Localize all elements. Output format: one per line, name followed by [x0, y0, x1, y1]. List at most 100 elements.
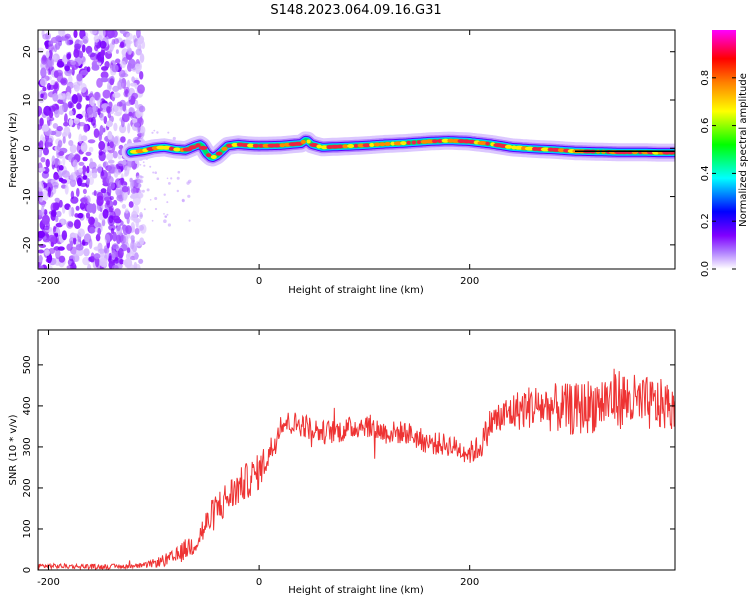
ridge-peak [347, 144, 355, 148]
noise-blob [80, 70, 89, 76]
noise-blob [119, 60, 126, 69]
noise-dot [164, 215, 167, 218]
colorbar-tick-label: 0.2 [700, 213, 711, 229]
noise-blob [102, 208, 109, 219]
spectrogram-ticks: -200 0 200 -20 -10 0 10 20 [22, 30, 675, 287]
noise-blob [103, 116, 108, 124]
noise-dot [177, 170, 181, 174]
noise-blob [43, 147, 49, 156]
noise-dot [154, 171, 157, 174]
noise-blob [83, 248, 90, 257]
noise-blob [106, 30, 115, 39]
x-tick-label: -200 [37, 577, 60, 588]
noise-dot [172, 136, 176, 141]
ridge-peak [441, 138, 450, 143]
noise-blob [72, 159, 78, 169]
noise-blob [76, 102, 82, 110]
noise-blob [73, 30, 78, 38]
noise-dot [151, 131, 154, 134]
noise-blob [134, 252, 139, 260]
noise-blob [53, 174, 60, 180]
noise-dot [156, 177, 160, 180]
noise-blob [51, 103, 60, 111]
ridge-peak [463, 139, 470, 144]
noise-blob [60, 77, 68, 86]
noise-dot [141, 189, 145, 193]
colorbar-ticks: 0.0 0.2 0.4 0.6 0.8 [700, 70, 736, 277]
noise-dot [149, 165, 152, 168]
noise-blob [116, 225, 123, 236]
ridge-peak [468, 139, 476, 144]
noise-blob [58, 165, 64, 171]
spectrogram-xlabel: Height of straight line (km) [288, 285, 424, 296]
noise-blob [80, 142, 88, 153]
noise-dot [176, 189, 179, 193]
ridge-peak [557, 148, 565, 153]
noise-blob [67, 101, 73, 109]
noise-blob [118, 144, 124, 150]
noise-blob [95, 233, 101, 242]
noise-blob [66, 53, 71, 60]
noise-blob [85, 45, 93, 55]
noise-blob [72, 253, 80, 263]
y-tick-label: 20 [22, 45, 33, 58]
noise-blob [125, 225, 132, 235]
noise-blob [56, 210, 62, 218]
noise-dot [154, 197, 158, 200]
noise-blob [47, 57, 55, 68]
noise-blob [46, 116, 50, 121]
noise-blob [68, 118, 74, 127]
noise-blob [54, 215, 59, 223]
noise-blob [56, 125, 63, 132]
noise-blob [106, 152, 114, 161]
noise-dot [153, 129, 156, 132]
noise-blob [51, 181, 59, 188]
ridge-peak [247, 143, 255, 148]
noise-blob [126, 216, 130, 225]
snr-xlabel: Height of straight line (km) [288, 585, 424, 596]
noise-blob [68, 140, 74, 146]
ridge-peak [215, 151, 223, 156]
noise-blob [100, 188, 107, 194]
noise-blob [97, 227, 101, 236]
noise-blob [133, 218, 141, 223]
noise-blob [93, 253, 101, 260]
noise-blob [76, 73, 83, 82]
noise-blob [77, 122, 86, 127]
noise-blob [102, 89, 111, 99]
noise-blob [134, 228, 140, 235]
noise-blob [71, 94, 78, 104]
ridge-peak [188, 145, 197, 150]
noise-blob [93, 34, 100, 43]
ridge-peak [379, 142, 386, 147]
noise-blob [52, 54, 57, 60]
noise-blob [113, 199, 118, 206]
y-tick-label: 10 [22, 94, 33, 107]
noise-dot [168, 182, 171, 185]
noise-blob [85, 111, 89, 122]
noise-blob [99, 125, 104, 136]
noise-blob [38, 249, 45, 254]
noise-blob [52, 123, 59, 129]
ridge-peak [252, 143, 259, 148]
ridge-peak [205, 153, 212, 158]
noise-blob [97, 108, 101, 116]
noise-blob [105, 200, 110, 206]
noise-blob [48, 234, 57, 242]
noise-blob [104, 61, 110, 69]
ridge-peak [300, 139, 306, 144]
noise-blob [109, 196, 114, 201]
noise-blob [47, 68, 51, 76]
noise-blob [135, 263, 141, 269]
ridge-peak [161, 145, 172, 150]
noise-blob [82, 188, 87, 195]
ridge-peak [524, 146, 535, 151]
colorbar-tick-label: 0.8 [700, 70, 711, 86]
noise-blob [38, 230, 46, 239]
spectrogram-panel: -200 0 200 -20 -10 0 10 20 Height of straight l… [8, 29, 676, 296]
noise-blob [83, 123, 89, 133]
ridge-peak [416, 140, 422, 145]
noise-blob [68, 110, 74, 116]
noise-blob [39, 197, 44, 203]
